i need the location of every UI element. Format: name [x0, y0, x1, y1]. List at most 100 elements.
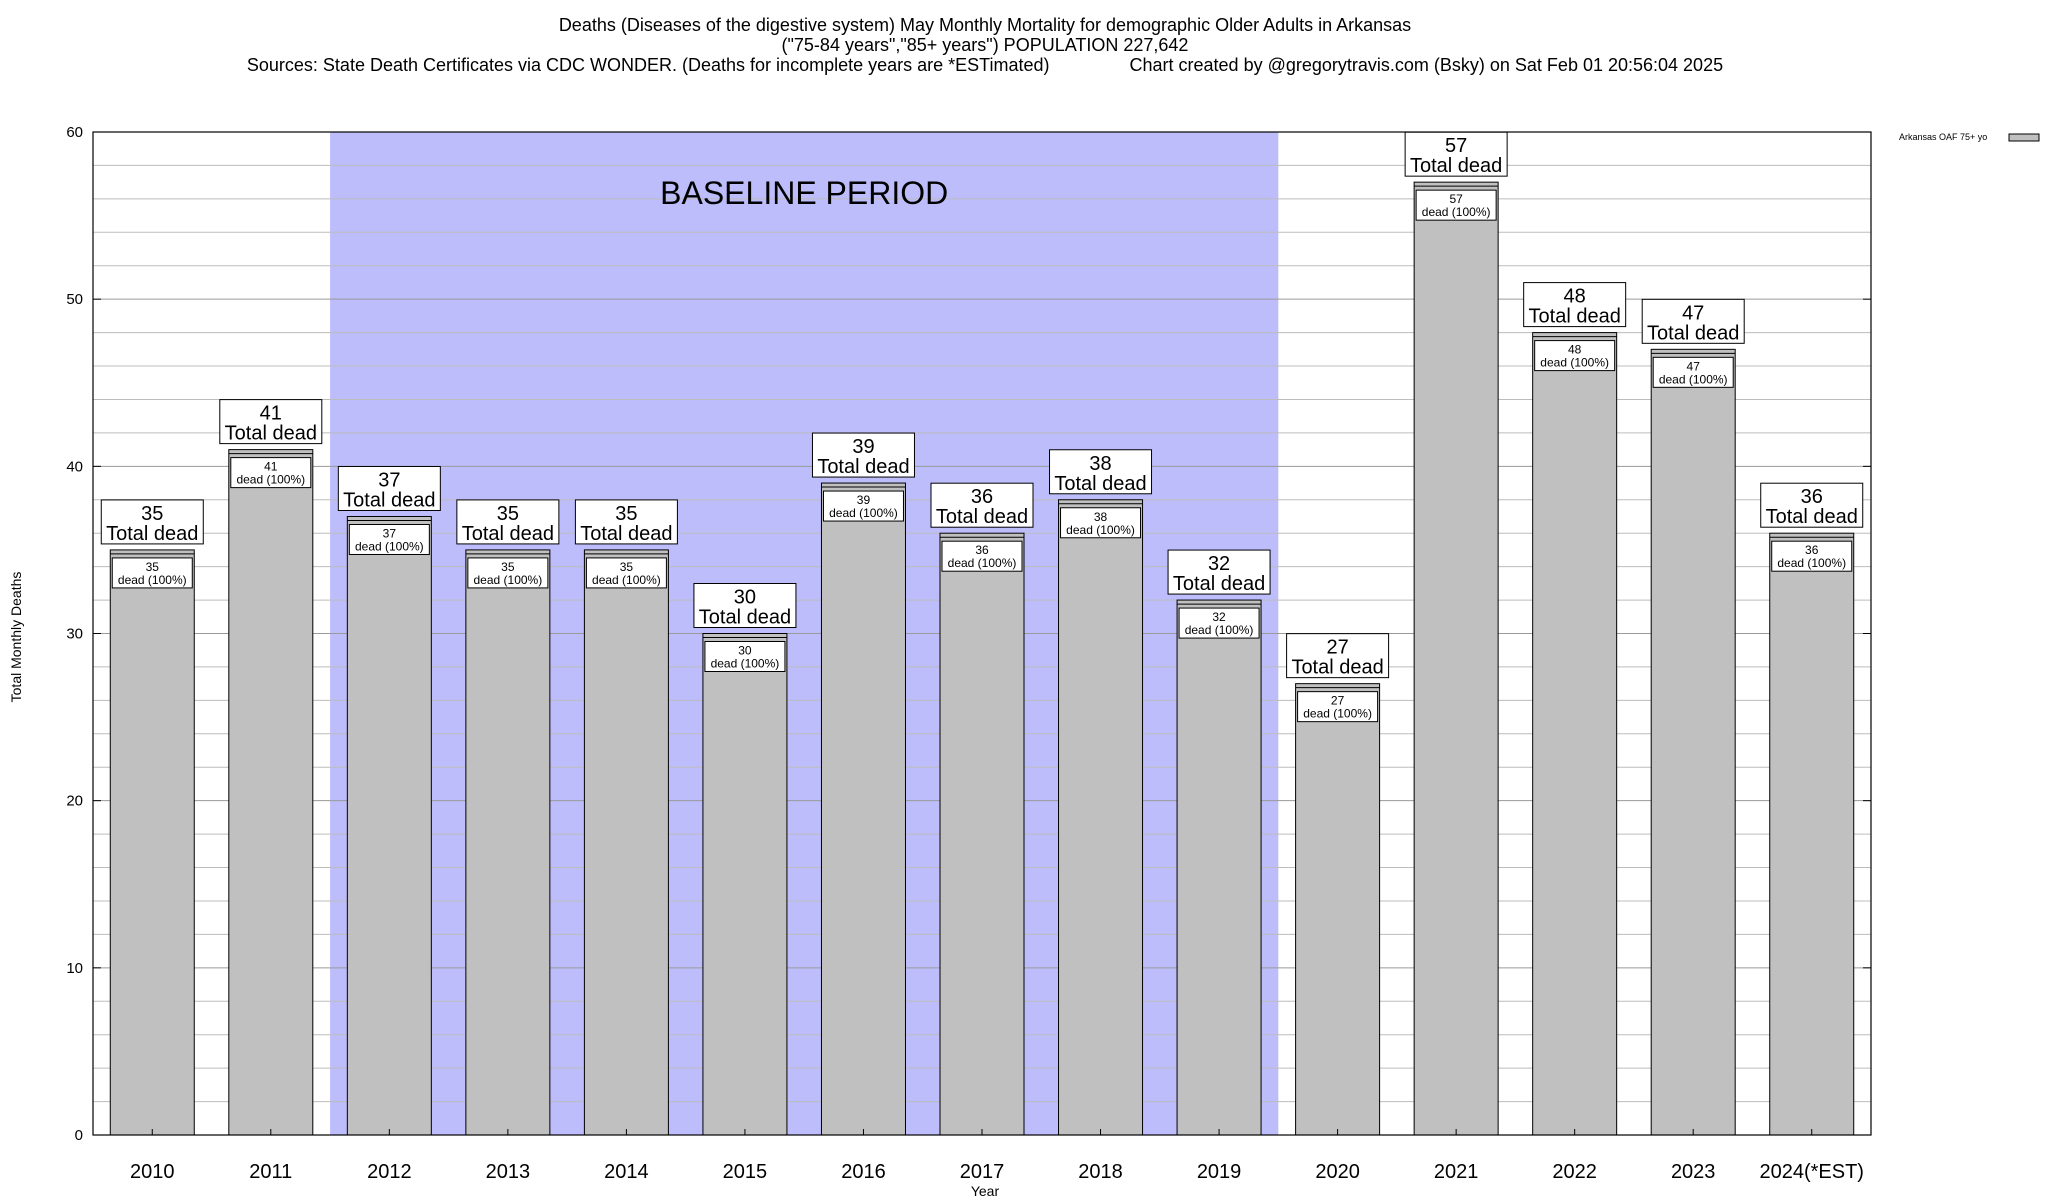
baseline-label: BASELINE PERIOD: [660, 175, 948, 211]
total-label-value: 32: [1208, 553, 1230, 575]
bar: [1650, 348, 1736, 1136]
bar: [583, 549, 669, 1136]
bar: [1295, 683, 1381, 1136]
inner-label-box: [585, 557, 667, 589]
inner-label-value: 36: [1805, 543, 1819, 557]
total-label-text: Total dead: [1766, 506, 1858, 528]
inner-label-text: dead (100%): [474, 573, 543, 587]
total-label-box: [100, 499, 204, 545]
total-label-box: [1760, 482, 1864, 528]
total-label-value: 35: [497, 503, 519, 525]
total-label-text: Total dead: [343, 489, 435, 511]
y-tick-label: 40: [66, 458, 83, 475]
total-label-box: [574, 499, 678, 545]
x-axis-label: Year: [971, 1183, 1000, 1199]
bar: [939, 532, 1025, 1136]
total-label-text: Total dead: [1173, 573, 1265, 595]
inner-label-text: dead (100%): [1422, 205, 1491, 219]
inner-label-text: dead (100%): [711, 657, 780, 671]
total-label-value: 35: [615, 503, 637, 525]
inner-label-box: [1297, 691, 1379, 723]
total-label-box: [1641, 298, 1745, 344]
inner-label-text: dead (100%): [948, 556, 1017, 570]
total-label-box: [1167, 549, 1271, 595]
plot-frame: [92, 131, 1872, 1136]
y-tick-label: 10: [66, 960, 83, 977]
x-tick-label: 2024(*EST): [1759, 1161, 1864, 1183]
total-label-box: [1286, 633, 1390, 679]
inner-label-box: [1060, 507, 1142, 539]
bar: [228, 449, 314, 1136]
inner-label-value: 35: [501, 560, 515, 574]
inner-label-box: [467, 557, 549, 589]
chart-title-line-2: ("75-84 years","85+ years") POPULATION 2…: [782, 35, 1189, 55]
x-tick-label: 2010: [130, 1161, 175, 1183]
total-label-value: 30: [734, 587, 756, 609]
inner-label-box: [1534, 340, 1616, 372]
total-label-value: 35: [141, 503, 163, 525]
inner-label-text: dead (100%): [1540, 356, 1609, 370]
chart-title-line-3: Sources: State Death Certificates via CD…: [247, 55, 1723, 75]
inner-label-text: dead (100%): [829, 506, 898, 520]
total-label-value: 47: [1682, 302, 1704, 324]
x-tick-label: 2015: [723, 1161, 768, 1183]
bar: [1532, 332, 1618, 1136]
total-label-text: Total dead: [1291, 657, 1383, 679]
x-tick-label: 2021: [1434, 1161, 1479, 1183]
bar: [1176, 599, 1262, 1136]
bar: [1769, 532, 1855, 1136]
inner-label-text: dead (100%): [236, 473, 305, 487]
total-label-value: 39: [852, 436, 874, 458]
inner-label-text: dead (100%): [355, 539, 424, 553]
total-label-value: 36: [971, 486, 993, 508]
total-label-text: Total dead: [1529, 306, 1621, 328]
total-label-box: [693, 583, 797, 628]
x-tick-label: 2018: [1078, 1161, 1123, 1183]
inner-label-text: dead (100%): [1777, 556, 1846, 570]
total-label-text: Total dead: [462, 523, 554, 545]
total-label-box: [930, 482, 1034, 528]
inner-label-box: [1652, 356, 1734, 388]
y-axis-label: Total Monthly Deaths: [8, 572, 24, 703]
x-tick-label: 2020: [1315, 1161, 1360, 1183]
inner-label-value: 47: [1687, 359, 1701, 373]
inner-label-box: [230, 457, 312, 489]
inner-label-value: 32: [1212, 610, 1226, 624]
inner-label-box: [941, 540, 1023, 572]
bar: [1058, 499, 1144, 1136]
inner-label-value: 35: [146, 560, 160, 574]
total-label-value: 27: [1326, 637, 1348, 659]
total-label-box: [1049, 449, 1153, 495]
chart-title: Deaths (Diseases of the digestive system…: [247, 15, 1723, 75]
y-tick-label: 50: [66, 291, 83, 308]
inner-label-text: dead (100%): [1185, 623, 1254, 637]
y-tick-label: 60: [66, 124, 83, 141]
x-tick-label: 2022: [1552, 1161, 1597, 1183]
inner-label-box: [111, 557, 193, 589]
chart-title-line-1: Deaths (Diseases of the digestive system…: [559, 15, 1411, 35]
total-label-box: [1523, 282, 1627, 328]
total-label-box: [456, 499, 560, 545]
total-label-box: [337, 465, 441, 511]
inner-label-text: dead (100%): [1303, 707, 1372, 721]
inner-label-box: [822, 490, 904, 522]
inner-label-value: 36: [975, 543, 989, 557]
x-tick-label: 2016: [841, 1161, 886, 1183]
x-tick-label: 2014: [604, 1161, 649, 1183]
inner-label-box: [348, 523, 430, 555]
x-tick-label: 2011: [249, 1161, 292, 1183]
y-tick-label: 0: [75, 1127, 83, 1144]
inner-label-value: 37: [383, 526, 397, 540]
inner-label-value: 38: [1094, 510, 1108, 524]
total-label-text: Total dead: [106, 523, 198, 545]
legend-label: Arkansas OAF 75+ yo: [1899, 132, 1987, 142]
inner-label-box: [1415, 189, 1497, 221]
total-label-text: Total dead: [1647, 322, 1739, 344]
total-label-text: Total dead: [817, 456, 909, 478]
inner-label-text: dead (100%): [592, 573, 661, 587]
inner-label-box: [1178, 607, 1260, 639]
x-tick-label: 2012: [367, 1161, 412, 1183]
bar: [820, 482, 906, 1136]
legend-swatch: [2008, 133, 2040, 142]
total-label-box: [811, 432, 915, 478]
